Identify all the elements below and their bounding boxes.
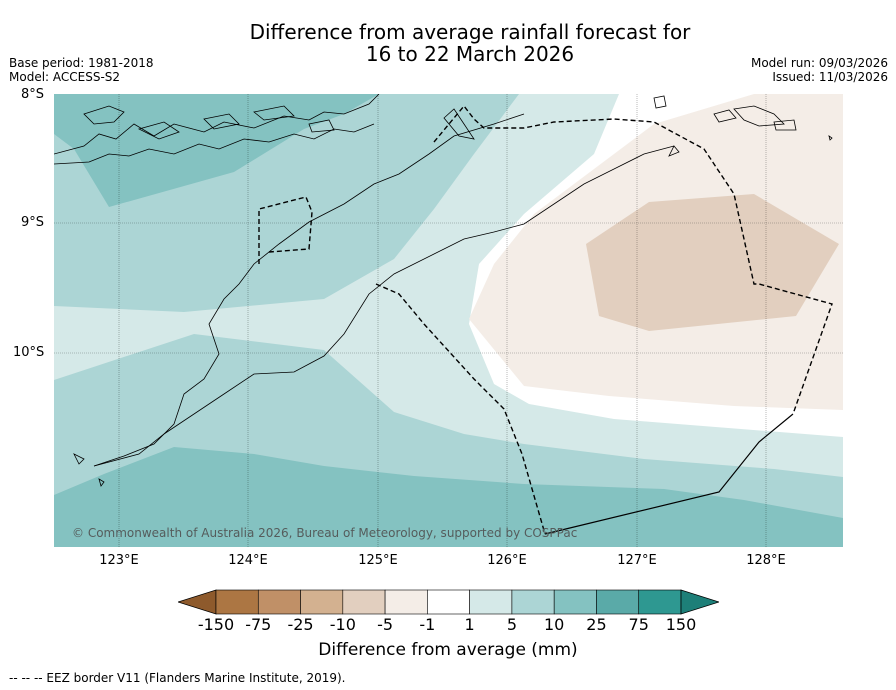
map-title-line1: Difference from average rainfall forecas… [249,20,691,44]
colorbar-tick-label: -25 [287,615,314,634]
colorbar-tick-label: -5 [377,615,394,634]
issued-date: Issued: 11/03/2026 [772,70,888,84]
colorbar-tick-label: -75 [245,615,272,634]
colorbar-tick-label: 1 [464,615,475,634]
colorbar-segment [427,589,470,615]
colorbar-segment [553,589,597,615]
copyright-notice: © Commonwealth of Australia 2026, Bureau… [72,526,578,540]
colorbar-segment [215,589,259,615]
colorbar-label: Difference from average (mm) [318,640,578,660]
lon-label-124e: 124°E [228,553,268,568]
lon-label-123e: 123°E [99,553,139,568]
colorbar-segment [257,589,301,615]
lon-label-128e: 128°E [746,553,786,568]
region-dry-5-10 [586,194,839,331]
eez-legend-note: -- -- -- EEZ border V11 (Flanders Marine… [9,671,346,685]
colorbar-tick-label: -150 [197,615,235,634]
colorbar-extend-low [178,589,217,615]
colorbar-extend-high [680,589,719,615]
eez-border-icon [258,104,833,535]
colorbar-segment [511,589,555,615]
colorbar-tick-label: -10 [329,615,356,634]
lat-label-10s: 10°S [13,345,45,360]
colorbar-tick-label: 75 [628,615,649,634]
colorbar-segment [384,589,428,615]
colorbar [178,589,719,615]
colorbar-tick-label: 25 [586,615,607,634]
rainfall-map [54,94,843,547]
colorbar-tick-label: 150 [665,615,697,634]
lat-label-8s: 8°S [21,87,45,102]
colorbar-tick-label: 10 [543,615,565,634]
colorbar-segment [596,589,640,615]
graticule [54,94,843,547]
colorbar-segment [342,589,386,615]
eez-border-solid [544,413,794,535]
map-title-line2: 16 to 22 March 2026 [365,42,575,66]
colorbar-segment [638,589,682,615]
lon-label-125e: 125°E [358,553,398,568]
lon-label-127e: 127°E [617,553,657,568]
model-name: Model: ACCESS-S2 [9,70,121,84]
model-run: Model run: 09/03/2026 [750,56,888,70]
region-wet-25-75-north [54,94,379,207]
base-period: Base period: 1981-2018 [9,56,154,70]
colorbar-segment [469,589,513,615]
lat-label-9s: 9°S [21,215,45,230]
colorbar-tick-label: 5 [506,615,517,634]
colorbar-segment [300,589,344,615]
lon-label-126e: 126°E [487,553,527,568]
colorbar-tick-label: -1 [419,615,436,634]
coastline-icon [54,94,833,487]
